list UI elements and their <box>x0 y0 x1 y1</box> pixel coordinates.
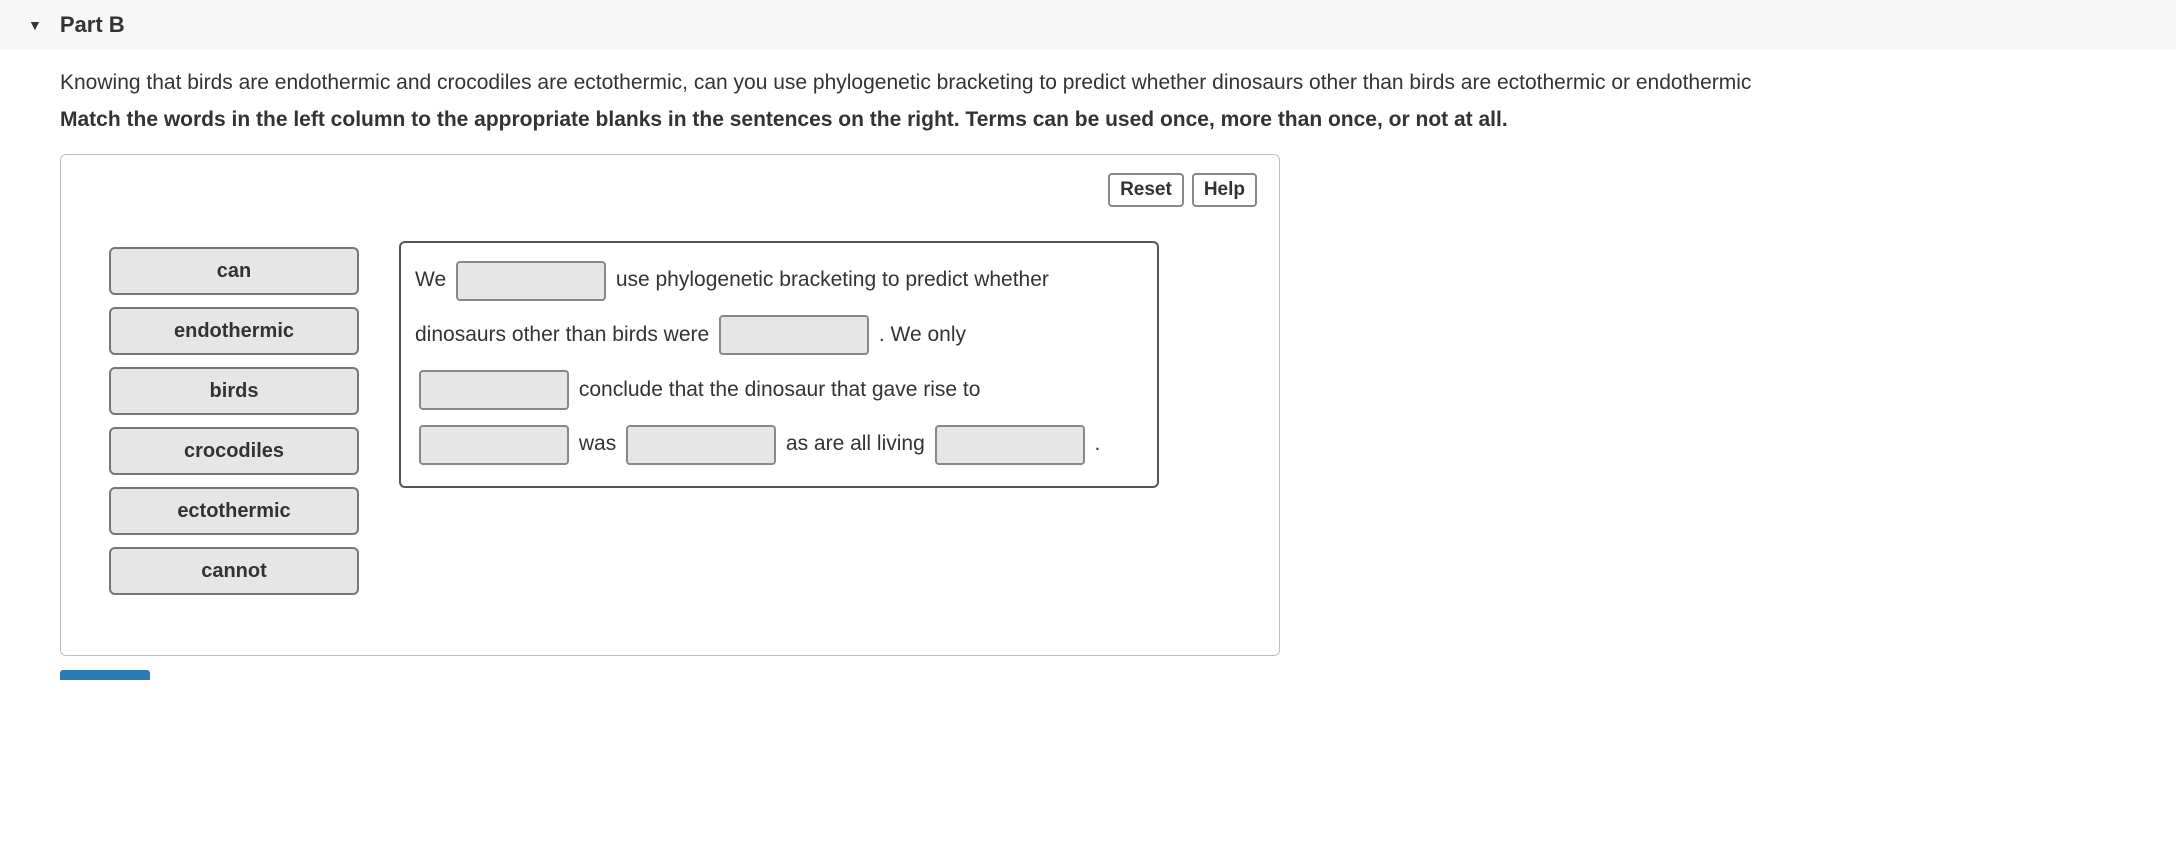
reset-button[interactable]: Reset <box>1108 173 1184 207</box>
drop-blank[interactable] <box>419 370 569 410</box>
part-header: ▼ Part B <box>0 0 2176 50</box>
collapse-toggle-icon[interactable]: ▼ <box>28 17 42 33</box>
sentence-segment: We <box>415 268 446 291</box>
help-button[interactable]: Help <box>1192 173 1257 207</box>
draggable-term[interactable]: endothermic <box>109 307 359 355</box>
draggable-term[interactable]: cannot <box>109 547 359 595</box>
draggable-term[interactable]: can <box>109 247 359 295</box>
drop-blank[interactable] <box>719 315 869 355</box>
instruction-text: Match the words in the left column to th… <box>60 108 2176 132</box>
sentence-segment: dinosaurs other than birds were <box>415 323 709 346</box>
part-title: Part B <box>60 12 125 38</box>
matching-workspace: Reset Help can endothermic birds crocodi… <box>60 154 1280 656</box>
question-body: Knowing that birds are endothermic and c… <box>0 50 2176 656</box>
sentence-segment: was <box>579 432 616 455</box>
workspace-toolbar: Reset Help <box>83 173 1257 207</box>
sentence-segment: as are all living <box>786 432 925 455</box>
submit-button[interactable] <box>60 670 150 680</box>
sentence-drop-area: We use phylogenetic bracketing to predic… <box>399 241 1159 487</box>
sentence-segment: . We only <box>879 323 966 346</box>
drop-blank[interactable] <box>626 425 776 465</box>
sentence-segment: . <box>1094 432 1100 455</box>
draggable-term[interactable]: birds <box>109 367 359 415</box>
drop-blank[interactable] <box>935 425 1085 465</box>
drop-blank[interactable] <box>456 261 606 301</box>
drop-blank[interactable] <box>419 425 569 465</box>
draggable-term[interactable]: crocodiles <box>109 427 359 475</box>
term-column: can endothermic birds crocodiles ectothe… <box>83 247 359 595</box>
sentence-segment: use phylogenetic bracketing to predict w… <box>616 268 1049 291</box>
draggable-term[interactable]: ectothermic <box>109 487 359 535</box>
sentence-segment: conclude that the dinosaur that gave ris… <box>579 378 981 401</box>
question-text: Knowing that birds are endothermic and c… <box>60 68 2176 98</box>
